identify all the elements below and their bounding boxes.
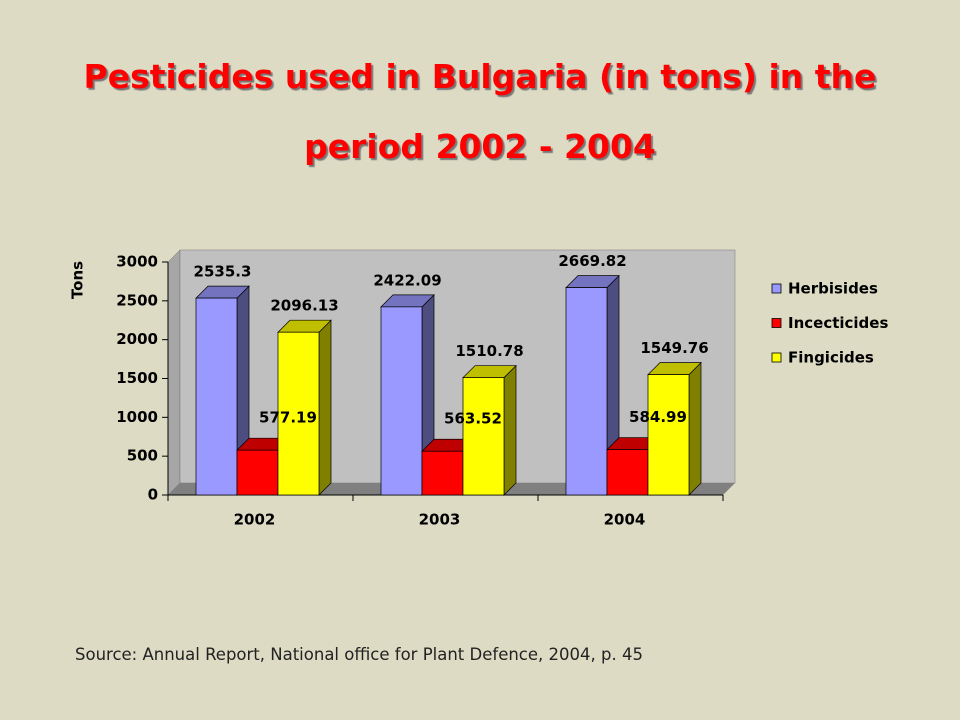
bar-side	[688, 361, 702, 496]
bar-front	[462, 377, 505, 496]
side-wall	[167, 249, 181, 496]
bar	[462, 364, 517, 496]
bar-front	[606, 449, 649, 496]
data-label: 563.52	[444, 410, 502, 428]
bar-side	[503, 364, 517, 496]
y-tick-label: 1500	[116, 369, 158, 387]
bar	[277, 319, 332, 496]
bar	[647, 361, 702, 496]
data-label: 1510.78	[455, 342, 523, 360]
bar-front	[195, 297, 238, 496]
data-label: 2535.3	[194, 263, 252, 281]
bar-front	[421, 450, 464, 496]
data-label: 2096.13	[270, 297, 338, 315]
data-label: 1549.76	[640, 339, 708, 357]
y-tick-label: 2500	[116, 291, 158, 309]
bar-front	[236, 449, 279, 496]
x-tick-label: 2002	[234, 511, 276, 529]
y-tick-label: 500	[127, 447, 158, 465]
legend-swatch	[771, 283, 782, 294]
data-label: 2669.82	[558, 252, 626, 270]
source-note: Source: Annual Report, National office f…	[75, 645, 643, 664]
bar-front	[277, 331, 320, 496]
bar-side	[318, 319, 332, 496]
legend-swatch	[771, 318, 782, 328]
y-tick-label: 0	[148, 486, 158, 504]
data-label: 2422.09	[373, 271, 441, 289]
y-axis-label: Tons	[69, 261, 87, 299]
bar-front	[647, 374, 690, 496]
x-tick-label: 2004	[604, 511, 646, 529]
bar-front	[380, 306, 423, 496]
chart-title: Pesticides used in Bulgaria (in tons) in…	[83, 57, 877, 166]
bar-front	[565, 287, 608, 496]
legend-label: Fingicides	[788, 349, 874, 367]
y-tick-label: 3000	[116, 253, 158, 271]
y-tick-label: 2000	[116, 330, 158, 348]
legend-label: Incecticides	[788, 314, 888, 332]
y-tick-label: 1000	[116, 408, 158, 426]
legend-label: Herbisides	[788, 280, 878, 298]
legend-swatch	[771, 352, 782, 363]
x-tick-label: 2003	[419, 511, 461, 529]
bar	[380, 294, 435, 496]
data-label: 584.99	[629, 408, 687, 426]
data-label: 577.19	[259, 409, 317, 427]
